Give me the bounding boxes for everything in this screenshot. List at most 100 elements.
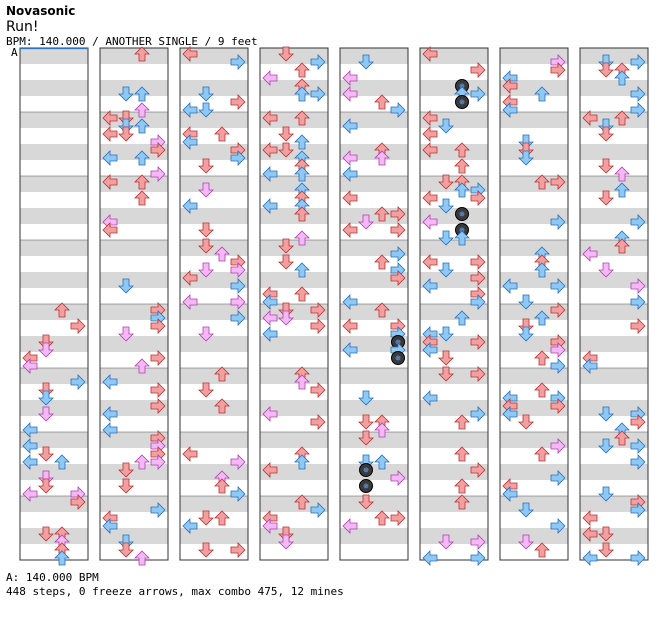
arrow-down-icon [598, 118, 614, 134]
arrow-right-icon [630, 278, 646, 294]
beat-stripe [340, 528, 408, 544]
song-title: Run! [6, 19, 39, 35]
column-border [339, 47, 409, 561]
beat-stripe [100, 272, 168, 288]
beat-stripe [500, 112, 568, 128]
arrow-left-icon [262, 462, 278, 478]
column-border [499, 47, 569, 561]
arrow-left-icon [102, 126, 118, 142]
arrow-left-icon [422, 190, 438, 206]
arrow-left-icon [342, 86, 358, 102]
beat-stripe [500, 368, 568, 384]
beat-stripe [580, 144, 648, 160]
arrow-right-icon [70, 494, 86, 510]
arrow-down-icon [198, 222, 214, 238]
beat-stripe [100, 336, 168, 352]
arrow-up-icon [134, 174, 150, 190]
arrow-down-icon [38, 382, 54, 398]
arrow-down-icon [38, 446, 54, 462]
arrow-down-icon [118, 86, 134, 102]
arrow-left-icon [182, 198, 198, 214]
arrow-up-icon [134, 550, 150, 566]
arrow-left-icon [342, 318, 358, 334]
chart-column-4 [259, 46, 329, 561]
arrow-left-icon [342, 150, 358, 166]
arrow-left-icon [262, 518, 278, 534]
beat-stripe [340, 496, 408, 512]
chart-column-2 [99, 46, 169, 566]
beat-stripe [260, 240, 328, 256]
arrow-up-icon [374, 150, 390, 166]
arrow-down-icon [198, 238, 214, 254]
arrow-up-icon [614, 238, 630, 254]
beat-stripe [20, 112, 88, 128]
mine-core [459, 99, 465, 105]
beat-stripe [20, 528, 88, 544]
arrow-right-icon [70, 374, 86, 390]
chart-column-3 [179, 46, 249, 561]
arrow-up-icon [214, 246, 230, 262]
arrow-left-icon [502, 406, 518, 422]
arrow-left-icon [182, 294, 198, 310]
arrow-up-icon [534, 542, 550, 558]
arrow-down-icon [358, 414, 374, 430]
column-border [179, 47, 249, 561]
arrow-up-icon [294, 494, 310, 510]
arrow-left-icon [102, 374, 118, 390]
arrow-up-icon [134, 118, 150, 134]
arrow-left-icon [102, 150, 118, 166]
arrow-left-icon [502, 278, 518, 294]
arrow-right-icon [230, 278, 246, 294]
beat-stripe [20, 400, 88, 416]
arrow-right-icon [630, 54, 646, 70]
beat-stripe [580, 304, 648, 320]
beat-stripe [420, 432, 488, 448]
beat-stripe [180, 528, 248, 544]
arrow-left-icon [182, 270, 198, 286]
arrow-up-icon [294, 374, 310, 390]
arrow-right-icon [230, 454, 246, 470]
beat-stripe [180, 368, 248, 384]
arrow-left-icon [262, 310, 278, 326]
arrow-left-icon [22, 422, 38, 438]
arrow-right-icon [230, 94, 246, 110]
arrow-right-icon [310, 54, 326, 70]
arrow-down-icon [118, 278, 134, 294]
chart-column-8 [579, 47, 649, 566]
arrow-down-icon [38, 526, 54, 542]
arrow-left-icon [582, 510, 598, 526]
arrow-up-icon [294, 62, 310, 78]
arrow-up-icon [294, 286, 310, 302]
arrow-right-icon [550, 302, 566, 318]
arrow-up-icon [614, 166, 630, 182]
arrow-right-icon [310, 318, 326, 334]
arrow-left-icon [102, 110, 118, 126]
arrow-left-icon [262, 70, 278, 86]
beat-stripe [20, 272, 88, 288]
beat-stripe [420, 496, 488, 512]
arrow-left-icon [582, 246, 598, 262]
footer-bpm: A: 140.000 BPM [6, 571, 99, 584]
arrow-up-icon [374, 454, 390, 470]
arrow-left-icon [422, 550, 438, 566]
chart-column-7 [499, 47, 569, 561]
arrow-right-icon [310, 502, 326, 518]
arrow-down-icon [438, 230, 454, 246]
arrow-down-icon [518, 534, 534, 550]
chart-column-6 [419, 46, 489, 566]
arrow-right-icon [150, 166, 166, 182]
arrow-down-icon [118, 534, 134, 550]
arrow-up-icon [374, 254, 390, 270]
arrow-down-icon [598, 438, 614, 454]
artist-name: Novasonic [6, 4, 76, 18]
beat-stripe [260, 336, 328, 352]
arrow-up-icon [294, 454, 310, 470]
arrow-up-icon [374, 510, 390, 526]
arrow-right-icon [630, 318, 646, 334]
arrow-down-icon [198, 510, 214, 526]
arrow-left-icon [582, 358, 598, 374]
arrow-left-icon [502, 102, 518, 118]
beat-stripe [580, 368, 648, 384]
beat-stripe [20, 208, 88, 224]
beat-stripe [500, 240, 568, 256]
